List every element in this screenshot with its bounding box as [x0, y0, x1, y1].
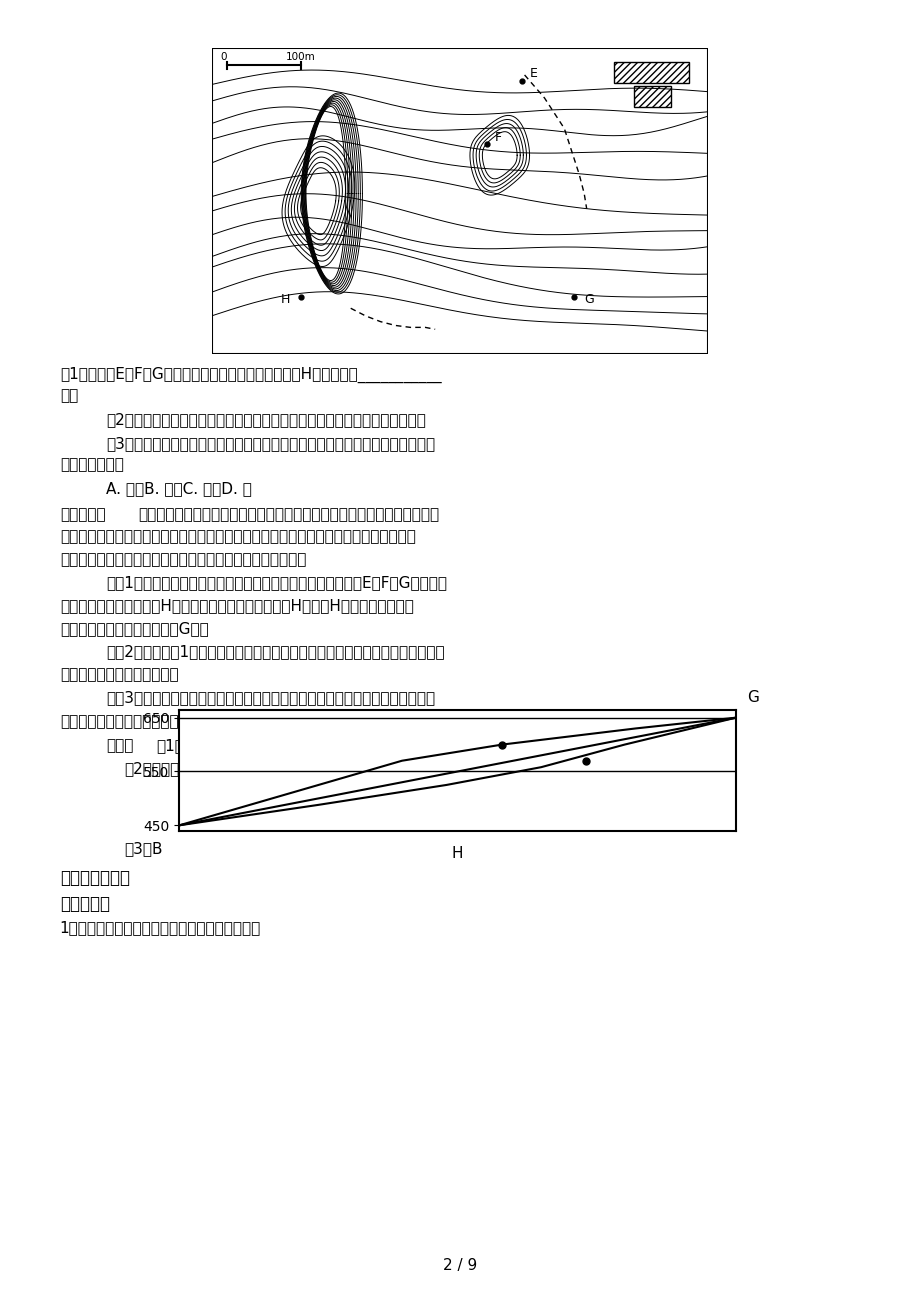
Text: 一、选择题: 一、选择题 [60, 894, 109, 913]
Text: 0: 0 [221, 52, 227, 61]
Text: （3）经该公路从山区外运的物产主要有茶叶、柑橘、毛竹等，该学校所在的省区: （3）经该公路从山区外运的物产主要有茶叶、柑橘、毛竹等，该学校所在的省区 [106, 436, 435, 450]
Text: 简称是（　　）: 简称是（ ） [60, 457, 123, 473]
Text: 一。: 一。 [60, 388, 78, 404]
Text: 绘制简单地形剖面图的能力。: 绘制简单地形剖面图的能力。 [60, 667, 178, 682]
Text: （1）G点: （1）G点 [156, 738, 205, 753]
Text: 1．读下图，正确的说法是　　　　　　（　　）: 1．读下图，正确的说法是 （ ） [60, 921, 261, 936]
Bar [613, 61, 687, 82]
Text: 解答：: 解答： [106, 738, 133, 753]
Text: 以及依据该山区外运的主要物产判断该区域空间位置的能力。: 以及依据该山区外运的主要物产判断该区域空间位置的能力。 [60, 552, 306, 566]
Text: 【自主打基础】: 【自主打基础】 [60, 868, 130, 887]
Text: 第（2）题是在（1）题判断正确的基础上，解释判断的理由，此题主要是考查学生: 第（2）题是在（1）题判断正确的基础上，解释判断的理由，此题主要是考查学生 [106, 644, 444, 659]
Text: 中，能目测到公路上经过H处车辆的地点一定是海拔高于H处且与H处之间没有任何障: 中，能目测到公路上经过H处车辆的地点一定是海拔高于H处且与H处之间没有任何障 [60, 598, 414, 613]
Text: 100m: 100m [286, 52, 315, 61]
Text: E: E [529, 66, 537, 79]
Text: A. 鲁　B. 浙　C. 青　D. 吉: A. 鲁 B. 浙 C. 青 D. 吉 [106, 480, 252, 496]
Text: 地形图上读取信息、判断地形起伏的能力，根据图中信息绘制简单地地形剖面图的能力，: 地形图上读取信息、判断地形起伏的能力，根据图中信息绘制简单地地形剖面图的能力， [60, 530, 415, 544]
Text: F: F [494, 130, 502, 143]
Text: 第（1）题主要考察学生阅读和使用等高线地形图的能力。图中E、F、G三个地点: 第（1）题主要考察学生阅读和使用等高线地形图的能力。图中E、F、G三个地点 [106, 575, 447, 591]
Text: H: H [451, 846, 463, 862]
Text: G: G [746, 690, 758, 704]
Text: G: G [584, 293, 594, 306]
Bar [633, 86, 671, 108]
Text: 碍、便于清晰观察的地点，即G点。: 碍、便于清晰观察的地点，即G点。 [60, 621, 209, 635]
Text: 2 / 9: 2 / 9 [442, 1258, 477, 1273]
Text: 这是一道纯地理知识的综合能力测试题，该题的立意在于考查学生从等高线: 这是一道纯地理知识的综合能力测试题，该题的立意在于考查学生从等高线 [138, 506, 438, 522]
Text: （3）B: （3）B [124, 841, 163, 857]
Text: 第（3）题主要考察学生对茶叶、柑橘、毛竹等物产的主要产地的了解情况。从我: 第（3）题主要考察学生对茶叶、柑橘、毛竹等物产的主要产地的了解情况。从我 [106, 690, 435, 706]
Text: 讲评：: 讲评： [60, 506, 106, 522]
Text: （2）如下图: （2）如下图 [124, 762, 179, 776]
Text: H: H [281, 293, 290, 306]
Text: 国各地自然条件对植物影响看，这些物产的主要产地都在南方，故B项正确。: 国各地自然条件对植物影响看，这些物产的主要产地都在南方，故B项正确。 [60, 713, 371, 728]
Text: （1）判断在E、F、G三个地点中，能目测到公路上经过H处车辆的是___________: （1）判断在E、F、G三个地点中，能目测到公路上经过H处车辆的是________… [60, 367, 441, 383]
Text: （2）试用地形剖面图解释你所做的判断，并作简要说明。图画在下面的框内。: （2）试用地形剖面图解释你所做的判断，并作简要说明。图画在下面的框内。 [106, 413, 425, 427]
